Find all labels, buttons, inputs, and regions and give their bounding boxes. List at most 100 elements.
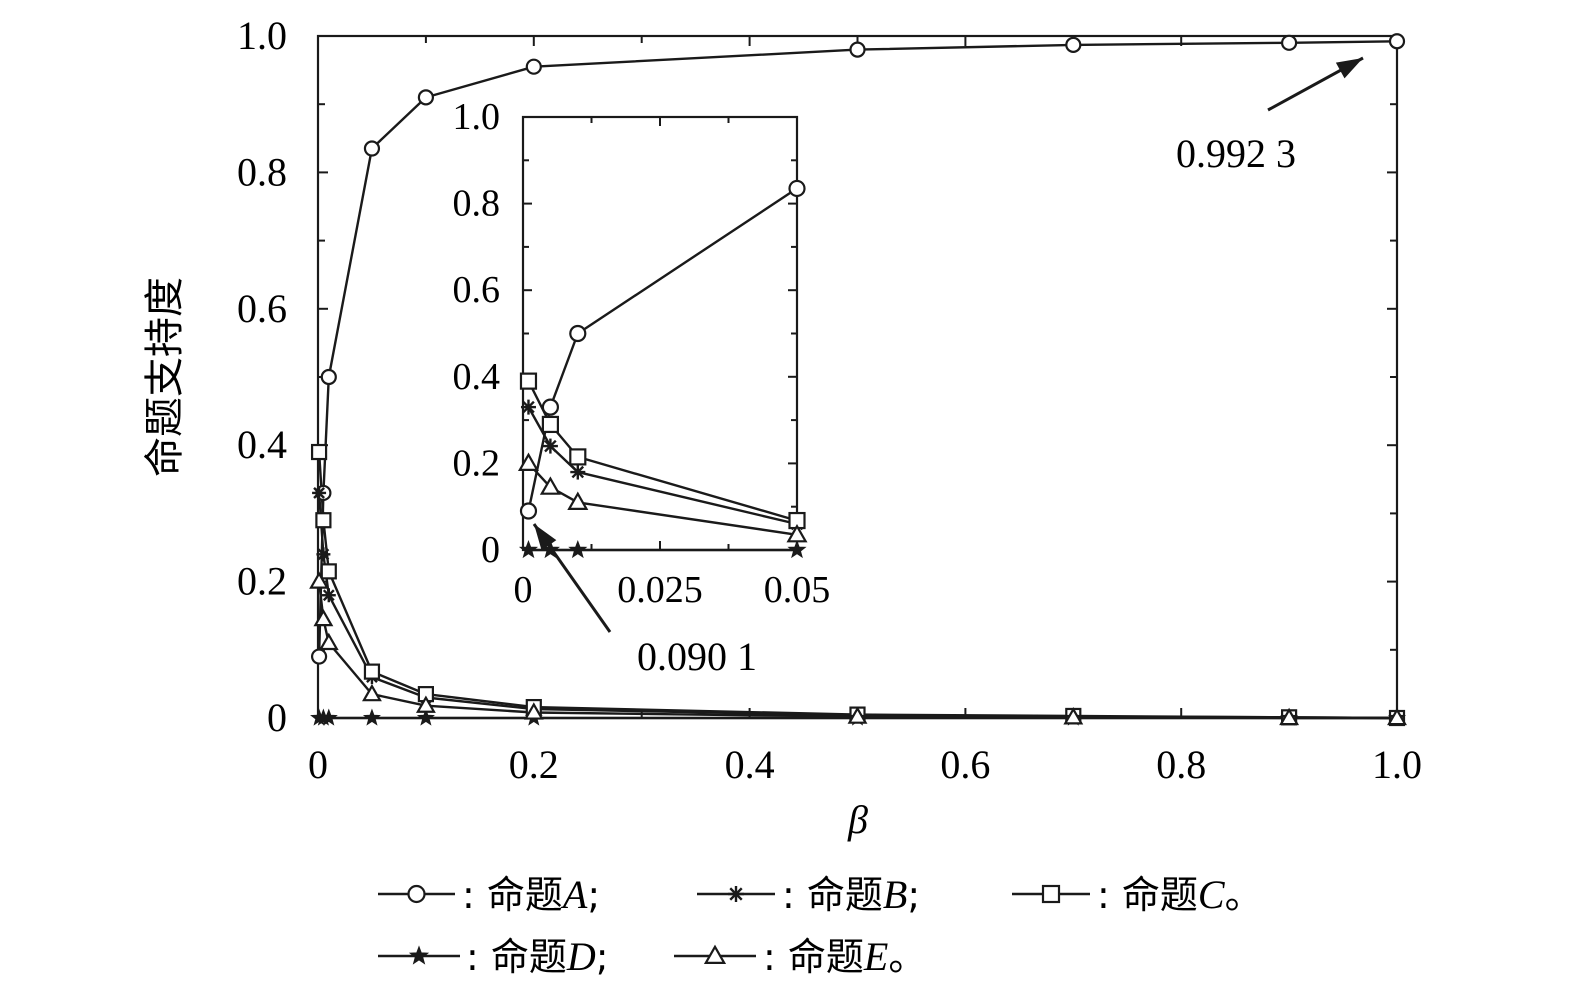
x-tick-label: 0.6 xyxy=(940,742,990,787)
legend-letter: C xyxy=(1198,872,1226,917)
data-point-C xyxy=(315,512,332,529)
y-tick-label: 0.4 xyxy=(237,422,287,467)
inset-data-point-A xyxy=(519,502,538,520)
data-point-D xyxy=(319,708,338,726)
inset-x-tick-label: 0.025 xyxy=(617,569,703,611)
data-point-B xyxy=(321,588,336,603)
inset-data-point-D xyxy=(568,539,588,559)
x-tick-label: 0.8 xyxy=(1156,742,1206,787)
annotation-arrow-inset xyxy=(532,523,612,633)
legend-suffix: ; xyxy=(907,873,920,917)
inset-data-point-E xyxy=(539,476,561,495)
data-point-D xyxy=(362,708,381,726)
y-axis-label: 命题支持度 xyxy=(142,277,187,477)
legend-letter: E xyxy=(863,934,888,979)
inset-data-point-C xyxy=(541,415,560,434)
x-axis-label: β xyxy=(847,797,868,842)
inset-data-point-D xyxy=(518,539,539,559)
annotation-main-value: 0.992 3 xyxy=(1176,131,1296,176)
inset-data-point-E xyxy=(517,452,540,471)
y-tick-label: 0.6 xyxy=(237,286,287,331)
y-tick-label: 0.2 xyxy=(237,559,287,604)
data-point-E xyxy=(318,632,339,651)
data-point-C xyxy=(363,663,381,680)
inset-series-line-E xyxy=(527,462,798,536)
data-point-A xyxy=(417,89,434,106)
legend: : 命题A;: 命题B;: 命题C。: 命题D;: 命题E。 xyxy=(378,872,1263,979)
legend-item-B: : 命题B; xyxy=(697,872,920,917)
legend-prefix: : 命题 xyxy=(466,935,567,979)
legend-suffix: ; xyxy=(596,935,609,979)
legend-marker-B xyxy=(728,886,744,902)
legend-label: : 命题D; xyxy=(466,934,609,979)
legend-suffix: ; xyxy=(587,873,600,917)
legend-prefix: : 命题 xyxy=(763,935,864,979)
data-point-A xyxy=(1388,33,1406,50)
data-point-E xyxy=(362,683,382,702)
data-point-E xyxy=(847,706,868,724)
main-plot: 0 0.2 0.4 0.6 0.8 1.0 0 0.2 0.4 0.6 0.8 1.0 β 命题支持度 xyxy=(142,13,1422,842)
data-point-C xyxy=(320,563,337,580)
x-tick-label: 0.2 xyxy=(509,742,559,787)
data-point-B xyxy=(312,485,327,500)
legend-marker-D xyxy=(408,945,430,965)
inset-plot: 0 0.025 0.05 0 0.2 0.4 0.6 0.8 1.0 xyxy=(453,96,831,611)
data-point-E xyxy=(309,571,330,589)
legend-label: : 命题A; xyxy=(462,872,600,917)
inset-data-point-E xyxy=(567,491,589,510)
inset-y-tick-label: 1.0 xyxy=(453,96,501,138)
inset-series-line-B xyxy=(527,406,798,526)
data-point-A xyxy=(849,41,866,58)
inset-frame xyxy=(521,115,799,552)
data-point-A xyxy=(525,58,542,75)
inset-data-point-A xyxy=(541,398,560,416)
inset-x-tick-label: 0 xyxy=(514,569,533,611)
annotation-arrow-main xyxy=(1267,56,1364,112)
legend-label: : 命题B; xyxy=(782,872,920,917)
legend-letter: B xyxy=(883,872,907,917)
legend-prefix: : 命题 xyxy=(782,873,883,917)
legend-prefix: : 命题 xyxy=(1097,873,1198,917)
data-point-A xyxy=(1280,34,1298,51)
legend-item-C: : 命题C。 xyxy=(1012,872,1263,917)
data-point-C xyxy=(310,443,328,461)
data-point-A xyxy=(363,140,381,157)
data-point-E xyxy=(415,695,436,713)
data-point-B xyxy=(316,547,331,562)
legend-letter: A xyxy=(560,872,588,917)
y-tick-label: 0 xyxy=(267,695,287,740)
inset-y-tick-label: 0.2 xyxy=(453,442,501,484)
series-line-C xyxy=(317,451,1398,720)
data-point-D xyxy=(416,708,435,726)
y-tick-label: 0.8 xyxy=(237,149,287,194)
legend-item-D: : 命题D; xyxy=(378,934,609,979)
legend-suffix: 。 xyxy=(888,935,926,979)
legend-marker-E xyxy=(703,944,727,965)
data-point-E xyxy=(1063,707,1084,725)
inset-data-point-B xyxy=(570,464,586,480)
x-tick-label: 1.0 xyxy=(1372,742,1422,787)
inset-series-line-C xyxy=(527,380,798,522)
legend-item-A: : 命题A; xyxy=(378,872,600,917)
data-point-A xyxy=(1065,36,1082,53)
inset-y-tick-label: 0.8 xyxy=(453,183,501,225)
inset-data-point-B xyxy=(520,399,536,415)
inset-y-tick-label: 0.6 xyxy=(453,269,501,311)
legend-marker-C xyxy=(1041,884,1061,904)
data-point-E xyxy=(523,702,544,720)
annotation-inset-value: 0.090 1 xyxy=(637,634,757,679)
data-point-A xyxy=(310,648,328,665)
inset-data-point-C xyxy=(519,372,538,390)
annotations: 0.992 3 0.090 1 xyxy=(532,56,1364,679)
data-point-E xyxy=(1279,707,1300,726)
inset-y-tick-label: 0 xyxy=(481,529,500,571)
legend-label: : 命题E。 xyxy=(763,934,926,979)
series-line-B xyxy=(317,492,1398,720)
inset-x-tick-label: 0.05 xyxy=(764,569,831,611)
series-line-E xyxy=(317,581,1397,720)
series-line-A xyxy=(317,40,1398,657)
y-tick-label: 1.0 xyxy=(237,13,287,58)
legend-suffix: 。 xyxy=(1225,873,1263,917)
data-point-E xyxy=(313,608,334,627)
